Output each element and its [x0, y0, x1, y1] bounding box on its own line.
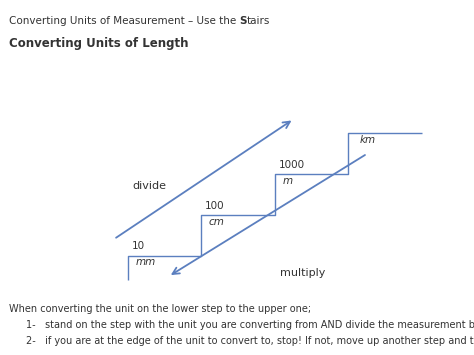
Text: 1-   stand on the step with the unit you are converting from AND divide the meas: 1- stand on the step with the unit you a…: [26, 320, 474, 329]
Text: 100: 100: [205, 201, 225, 211]
Text: 1000: 1000: [279, 160, 305, 170]
Text: 2-   if you are at the edge of the unit to convert to, stop! If not, move up ano: 2- if you are at the edge of the unit to…: [26, 336, 474, 346]
Text: mm: mm: [136, 257, 155, 267]
Text: km: km: [359, 135, 375, 145]
Text: m: m: [282, 176, 292, 186]
Text: S: S: [239, 16, 246, 26]
Text: 10: 10: [132, 241, 145, 251]
Text: tairs: tairs: [246, 16, 270, 26]
Text: cm: cm: [209, 217, 225, 226]
Text: When converting the unit on the lower step to the upper one;: When converting the unit on the lower st…: [9, 304, 310, 313]
Text: multiply: multiply: [280, 268, 325, 278]
Text: divide: divide: [133, 181, 167, 191]
Text: Converting Units of Length: Converting Units of Length: [9, 37, 188, 50]
Text: Converting Units of Measurement – Use the: Converting Units of Measurement – Use th…: [9, 16, 239, 26]
